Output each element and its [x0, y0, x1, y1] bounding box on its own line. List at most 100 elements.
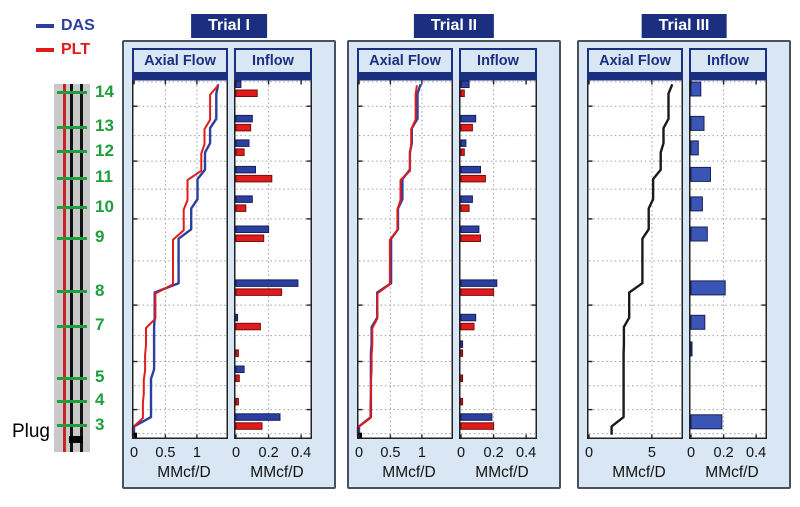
edge-ticks — [358, 80, 423, 439]
plt-bar-zone-10 — [460, 204, 470, 212]
trial-box-1: Axial Flow 0 0.5 1 MMcf/D Inflow 0 0.2 0.4 MMcf/D — [122, 40, 336, 489]
x-tick-label: 0 — [585, 445, 593, 461]
x-tick-label: 0 — [232, 445, 240, 461]
gridlines — [691, 81, 765, 437]
das-axial-curve — [132, 84, 220, 435]
zone-tick-10 — [57, 206, 87, 210]
das-line-swatch — [36, 24, 54, 28]
trial-title-1: Trial I — [191, 14, 267, 38]
inflow-panel: Inflow 0 0.2 0.4 MMcf/D — [232, 48, 312, 484]
x-axis-unit-label: MMcf/D — [612, 464, 665, 481]
plt-bar-zone-7 — [460, 322, 475, 331]
gridlines — [236, 81, 310, 437]
plt-bar-zone-14 — [235, 89, 258, 97]
axial-panel: Axial Flow 0 5 MMcf/D — [585, 48, 683, 484]
plt-bar-zone-4 — [235, 397, 239, 406]
x-tick-label: 0.2 — [259, 445, 279, 461]
zone-label-14: 14 — [95, 81, 114, 101]
plt-axial-curve — [131, 84, 220, 436]
zone-tick-14 — [57, 91, 87, 95]
x-axis-tick-labels: 0 0.2 0.4 — [232, 445, 311, 461]
x-tick-label: 0.2 — [714, 445, 734, 461]
inflow-panel-title: Inflow — [234, 48, 312, 74]
zone-tick-8 — [57, 290, 87, 294]
plt-bar-zone-9 — [460, 234, 481, 242]
plt-bars — [460, 89, 495, 430]
zone-label-8: 8 — [95, 280, 105, 300]
x-axis-unit-label: MMcf/D — [382, 464, 435, 481]
das-bar-zone-8 — [460, 279, 498, 287]
axial-panel-title: Axial Flow — [132, 48, 228, 74]
plt-bar-zone-10 — [235, 204, 247, 212]
trial-title-3: Trial III — [641, 14, 727, 38]
x-tick-label: 0.5 — [380, 445, 400, 461]
inflow-bar-zone-3 — [690, 414, 723, 430]
das-bar-zone-14 — [235, 80, 242, 88]
das-bar-zone-3 — [235, 413, 281, 421]
zone-label-12: 12 — [95, 140, 114, 160]
plt-bar-zone-u — [460, 349, 464, 357]
x-axis-tick-labels: 0 0.2 0.4 — [687, 445, 766, 461]
inflow-plot: 0 0.2 0.4 MMcf/D — [232, 74, 312, 481]
zone-label-10: 10 — [95, 196, 114, 216]
legend-item-das: DAS — [36, 14, 95, 38]
das-bar-zone-11 — [460, 165, 481, 174]
plt-bar-zone-11 — [235, 174, 273, 183]
das-bar-zone-10 — [235, 195, 253, 203]
plot-background — [234, 74, 312, 439]
das-bar-zone-11 — [235, 165, 256, 174]
das-bar-zone-5 — [235, 365, 245, 373]
axial-panel-title: Axial Flow — [587, 48, 683, 74]
x-tick-label: 0.5 — [155, 445, 175, 461]
edge-ticks — [235, 80, 311, 439]
zone-tick-9 — [57, 236, 87, 240]
plot-top-bar — [132, 74, 228, 81]
gridlines — [461, 81, 535, 437]
zone-label-9: 9 — [95, 227, 105, 246]
inflow-plot: 0 0.2 0.4 MMcf/D — [457, 74, 537, 481]
tubing-wall-left — [70, 84, 73, 452]
axial-panel: Axial Flow 0 0.5 1 MMcf/D — [355, 48, 453, 484]
das-bar-zone-9 — [235, 225, 270, 233]
plt-bar-zone-13 — [460, 123, 473, 132]
axial-panel-title: Axial Flow — [357, 48, 453, 74]
plt-bar-zone-3 — [460, 422, 495, 430]
x-tick-label: 0.2 — [484, 445, 504, 461]
plot-background — [459, 74, 537, 439]
plot-background — [132, 74, 228, 439]
x-tick-label: 0.4 — [746, 445, 766, 461]
plt-bar-zone-14 — [460, 89, 465, 97]
x-axis-unit-label: MMcf/D — [250, 464, 303, 481]
plot-top-bar — [587, 74, 683, 81]
inflow-bar-zone-10 — [690, 196, 703, 212]
x-tick-label: 0 — [687, 445, 695, 461]
plt-line-swatch — [36, 48, 54, 52]
das-bar-zone-3 — [460, 413, 493, 421]
plot-top-bar — [234, 74, 312, 81]
das-bar-zone-12 — [460, 139, 467, 147]
plt-axial-curve — [356, 85, 418, 436]
edge-ticks — [690, 80, 766, 439]
das-bars — [235, 80, 299, 421]
legend: DAS PLT — [36, 14, 95, 62]
plot-top-bar — [689, 74, 767, 81]
zone-label-11: 11 — [95, 167, 113, 187]
wellbore-schematic — [54, 84, 90, 452]
zone-tick-11 — [57, 176, 87, 180]
edge-ticks — [588, 80, 653, 439]
das-bars — [460, 80, 498, 421]
plot-background — [689, 74, 767, 439]
inflow-bar-zone-9 — [690, 226, 708, 242]
x-tick-label: 0 — [130, 445, 138, 461]
x-tick-label: 0.4 — [291, 445, 311, 461]
edge-ticks — [460, 80, 536, 439]
plt-bar-zone-9 — [235, 234, 265, 242]
plt-bar-zone-4 — [460, 397, 464, 406]
plot-top-bar — [459, 74, 537, 81]
plt-bar-zone-13 — [235, 123, 252, 132]
plt-bar-zone-5 — [235, 374, 240, 382]
das-label: DAS — [61, 17, 95, 34]
